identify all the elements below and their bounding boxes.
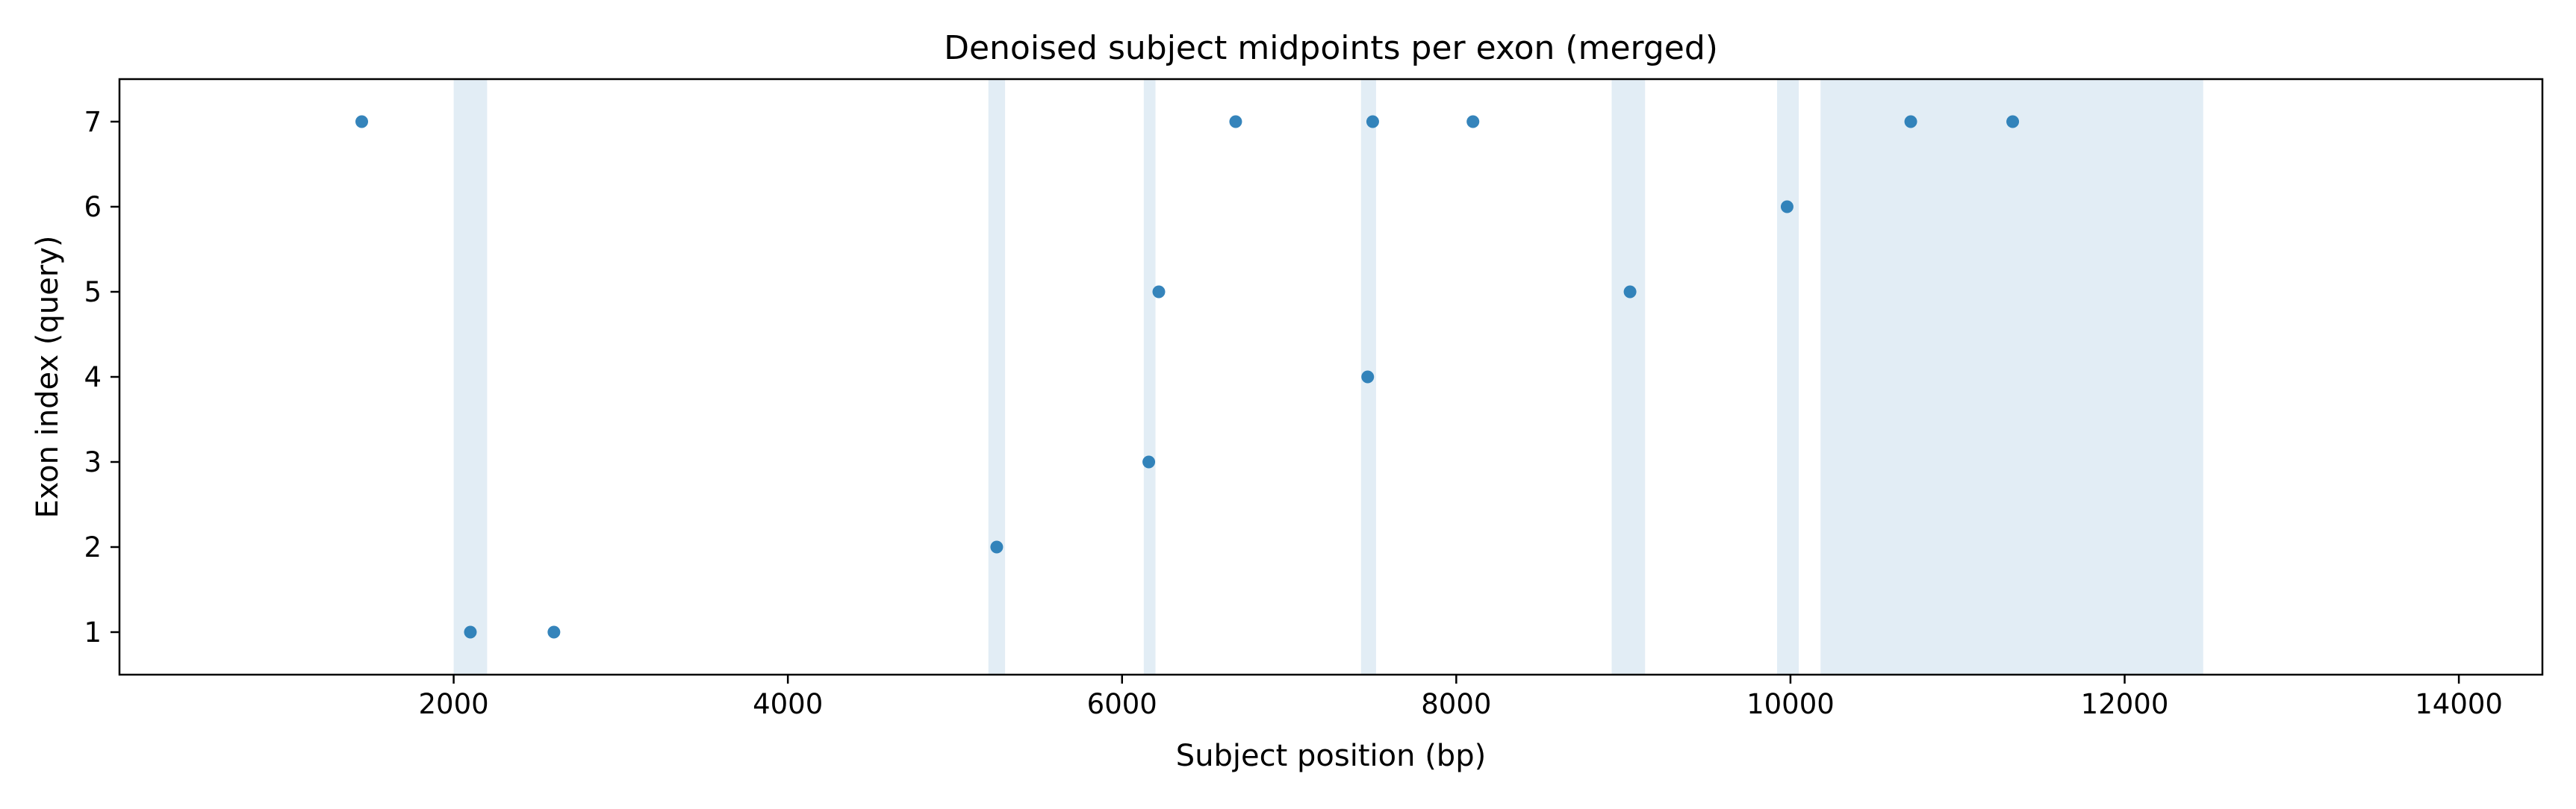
y-tick-label: 3 xyxy=(84,446,102,478)
data-point xyxy=(355,115,368,128)
x-tick-label: 12000 xyxy=(2081,688,2169,720)
data-point xyxy=(547,625,561,639)
chart-title: Denoised subject midpoints per exon (mer… xyxy=(944,29,1718,67)
data-point xyxy=(1780,200,1793,213)
x-axis-ticks: 2000 4000 6000 8000 10000 12000 14000 xyxy=(419,675,2503,720)
y-tick-label: 1 xyxy=(84,616,102,649)
x-tick-label: 2000 xyxy=(419,688,489,720)
x-tick-label: 8000 xyxy=(1421,688,1491,720)
y-tick-label: 6 xyxy=(84,191,102,223)
y-tick-label: 2 xyxy=(84,531,102,563)
x-axis-label: Subject position (bp) xyxy=(1176,739,1486,773)
highlight-band xyxy=(453,79,488,675)
y-tick-label: 7 xyxy=(84,106,102,138)
highlight-band xyxy=(1820,79,2203,675)
x-tick-label: 6000 xyxy=(1087,688,1157,720)
x-tick-label: 14000 xyxy=(2415,688,2503,720)
x-tick-label: 4000 xyxy=(753,688,823,720)
data-point xyxy=(1229,115,1242,128)
y-tick-label: 5 xyxy=(84,276,102,308)
highlight-band xyxy=(1143,79,1156,675)
highlight-band xyxy=(1777,79,1799,675)
data-point xyxy=(2006,115,2020,128)
highlight-band xyxy=(988,79,1006,675)
highlight-bands xyxy=(453,79,2203,675)
y-axis-label: Exon index (query) xyxy=(31,235,65,518)
highlight-band xyxy=(1611,79,1646,675)
data-point xyxy=(1361,370,1375,384)
x-tick-label: 10000 xyxy=(1746,688,1835,720)
data-point xyxy=(1142,455,1156,469)
data-point xyxy=(464,625,477,639)
data-point xyxy=(990,540,1004,554)
data-point xyxy=(1623,285,1637,299)
y-tick-label: 4 xyxy=(84,361,102,393)
data-point xyxy=(1466,115,1480,128)
data-point xyxy=(1152,285,1166,299)
data-point xyxy=(1904,115,1917,128)
data-points xyxy=(355,115,2020,639)
data-point xyxy=(1366,115,1379,128)
y-axis-ticks: 1 2 3 4 5 6 7 xyxy=(84,106,119,649)
